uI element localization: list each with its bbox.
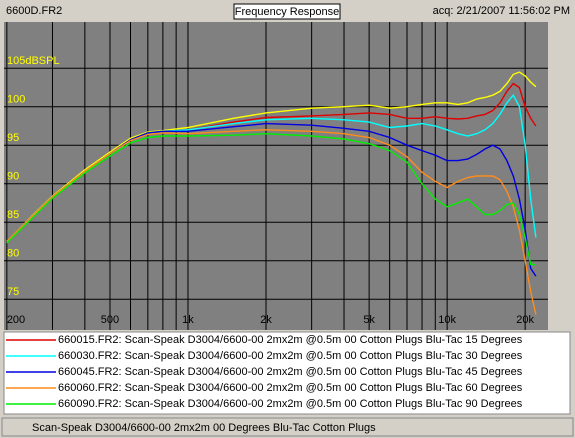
x-tick-label: 10k bbox=[438, 314, 456, 326]
legend-label: 660030.FR2: Scan-Speak D3004/6600-00 2mx… bbox=[58, 350, 523, 362]
y-tick-label: 85 bbox=[7, 209, 19, 221]
status-bar bbox=[1, 417, 574, 437]
legend-label: 660015.FR2: Scan-Speak D3004/6600-00 2mx… bbox=[58, 334, 523, 346]
legend-label: 660060.FR2: Scan-Speak D3004/6600-00 2mx… bbox=[58, 382, 523, 394]
title-box bbox=[233, 3, 341, 20]
y-tick-label: 95 bbox=[7, 132, 19, 144]
file-name: 6600D.FR2 bbox=[6, 5, 62, 17]
status-text: Scan-Speak D3004/6600-00 2mx2m 00 Degree… bbox=[32, 422, 376, 434]
series-line bbox=[6, 129, 537, 315]
legend-label: 660045.FR2: Scan-Speak D3004/6600-00 2mx… bbox=[58, 366, 523, 378]
x-tick-label: 500 bbox=[101, 314, 119, 326]
x-tick-label: 5k bbox=[363, 314, 375, 326]
legend-label: 660090.FR2: Scan-Speak D3004/6600-00 2mx… bbox=[58, 398, 523, 410]
y-tick-label: 90 bbox=[7, 171, 19, 183]
x-tick-label: 1k bbox=[182, 314, 194, 326]
x-tick-label: 200 bbox=[7, 314, 25, 326]
legend bbox=[3, 331, 571, 415]
y-tick-label: 100 bbox=[7, 94, 25, 106]
y-tick-label: 105dBSPL bbox=[7, 55, 60, 67]
y-tick-label: 75 bbox=[7, 286, 19, 298]
y-tick-label: 80 bbox=[7, 248, 19, 260]
series-line bbox=[6, 122, 537, 277]
chart-title: Frequency Response bbox=[235, 6, 340, 18]
acquired: acq: 2/21/2007 11:56:02 PM bbox=[433, 5, 570, 17]
series-line bbox=[6, 132, 536, 266]
plot-area bbox=[4, 22, 548, 330]
x-tick-label: 2k bbox=[260, 314, 272, 326]
series-line bbox=[6, 71, 537, 242]
x-tick-label: 20k bbox=[516, 314, 534, 326]
